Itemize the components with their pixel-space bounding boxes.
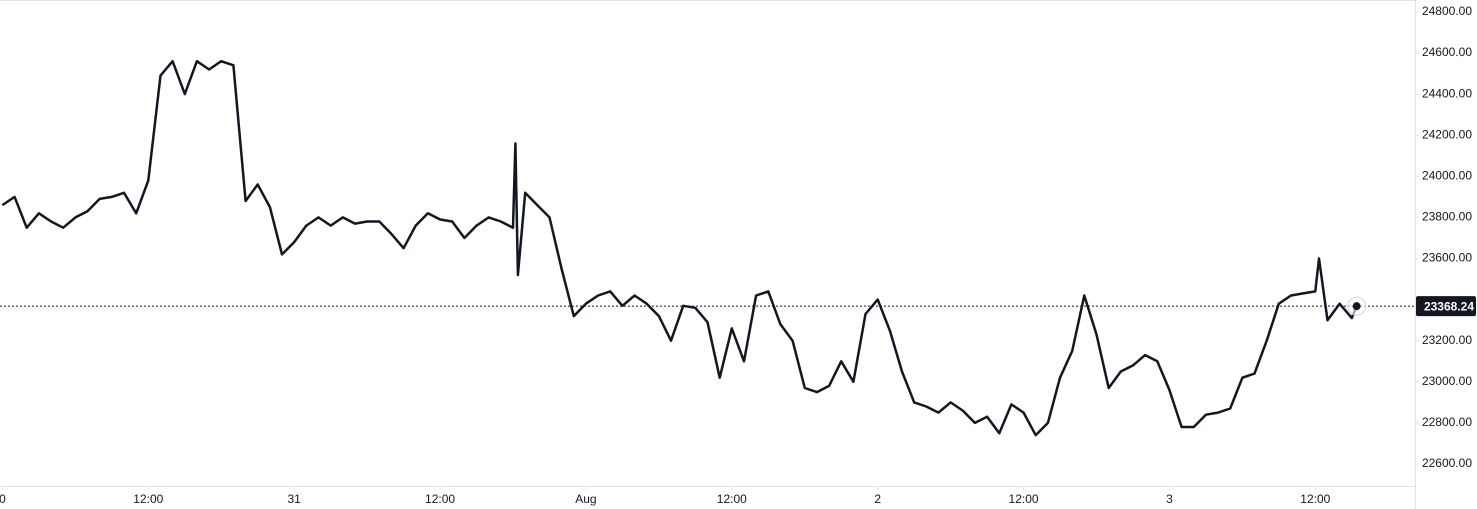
x-tick-label: 12:00 [133,492,163,506]
x-tick-label: 31 [288,492,302,506]
x-tick-label: 3 [1166,492,1173,506]
x-tick-label: 12:00 [1009,492,1039,506]
y-tick-label: 23000.00 [1422,374,1472,388]
price-line [1,59,1358,437]
last-point [1352,302,1361,311]
last-price-label: 23368.24 [1424,299,1474,313]
x-tick-label: 0 [0,492,6,506]
y-tick-label: 23600.00 [1422,251,1472,265]
y-tick-label: 24000.00 [1422,168,1472,182]
x-tick-label: 12:00 [1300,492,1330,506]
last-price-box [1416,296,1476,317]
y-tick-label: 24800.00 [1422,4,1472,18]
y-tick-label: 23200.00 [1422,333,1472,347]
y-tick-label: 22800.00 [1422,415,1472,429]
x-tick-label: 12:00 [425,492,455,506]
y-tick-label: 22600.00 [1422,456,1472,470]
y-tick-label: 24200.00 [1422,127,1472,141]
x-tick-label: 12:00 [717,492,747,506]
x-tick-label: Aug [575,492,596,506]
x-tick-label: 2 [874,492,881,506]
y-tick-label: 23800.00 [1422,210,1472,224]
y-tick-label: 24400.00 [1422,86,1472,100]
y-tick-label: 24600.00 [1422,45,1472,59]
